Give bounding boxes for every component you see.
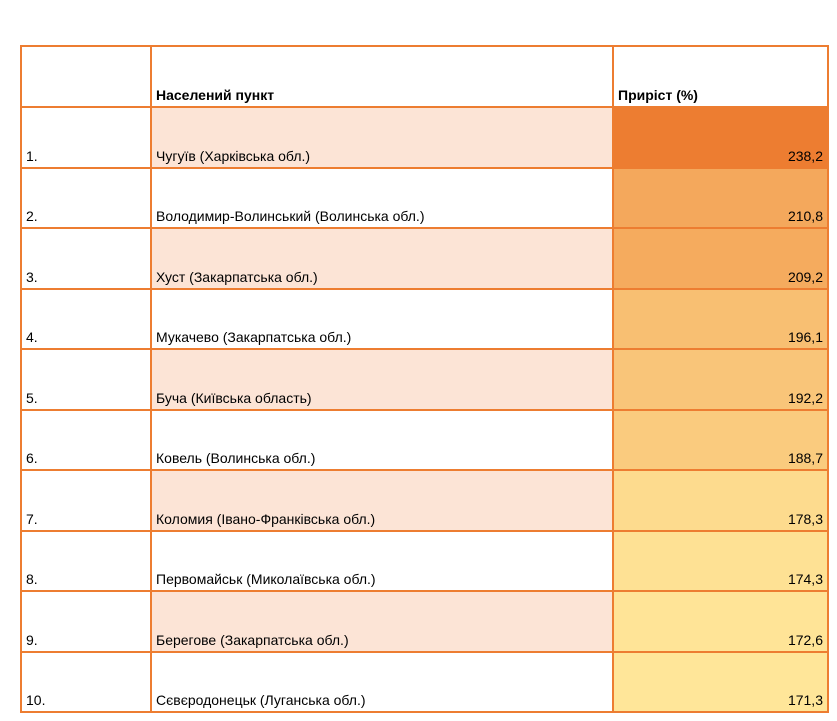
table-row: 3. Хуст (Закарпатська обл.) 209,2 xyxy=(20,227,829,290)
table-row: 10. Сєвєродонецьк (Луганська обл.) 171,3 xyxy=(20,650,829,713)
place-cell: Чугуїв (Харківська обл.) xyxy=(150,106,614,169)
header-cell: Населений пункт xyxy=(150,45,614,108)
place-cell: Берегове (Закарпатська обл.) xyxy=(150,590,614,653)
rank-cell: 6. xyxy=(20,408,152,471)
rank-cell: 1. xyxy=(20,106,152,169)
value-cell: 188,7 xyxy=(612,408,829,471)
rank-cell: 3. xyxy=(20,227,152,290)
table-row: 5. Буча (Київська область) 192,2 xyxy=(20,348,829,411)
value-cell: 178,3 xyxy=(612,469,829,532)
rank-cell: 10. xyxy=(20,650,152,713)
place-cell: Коломия (Івано-Франківська обл.) xyxy=(150,469,614,532)
value-cell: 238,2 xyxy=(612,106,829,169)
rank-cell: 4. xyxy=(20,287,152,350)
rank-cell: 9. xyxy=(20,590,152,653)
table-row: 4. Мукачево (Закарпатська обл.) 196,1 xyxy=(20,287,829,350)
value-cell: 196,1 xyxy=(612,287,829,350)
place-cell: Хуст (Закарпатська обл.) xyxy=(150,227,614,290)
value-cell: 209,2 xyxy=(612,227,829,290)
place-cell: Ковель (Волинська обл.) xyxy=(150,408,614,471)
place-cell: Буча (Київська область) xyxy=(150,348,614,411)
place-cell: Первомайськ (Миколаївська обл.) xyxy=(150,529,614,592)
place-cell: Володимир-Волинський (Волинська обл.) xyxy=(150,166,614,229)
place-cell: Мукачево (Закарпатська обл.) xyxy=(150,287,614,350)
value-cell: 210,8 xyxy=(612,166,829,229)
value-cell: 192,2 xyxy=(612,348,829,411)
table-row: 9. Берегове (Закарпатська обл.) 172,6 xyxy=(20,590,829,653)
rank-cell: 8. xyxy=(20,529,152,592)
value-cell: 174,3 xyxy=(612,529,829,592)
table-row: 2. Володимир-Волинський (Волинська обл.) 2… xyxy=(20,166,829,229)
header-cell xyxy=(20,45,152,108)
table-body: Населений пункт Приріст (%) 1. Чугуїв (Ха… xyxy=(20,45,829,713)
table-row: 6. Ковель (Волинська обл.) 188,7 xyxy=(20,408,829,471)
rank-cell: 7. xyxy=(20,469,152,532)
rank-cell: 5. xyxy=(20,348,152,411)
value-cell: 171,3 xyxy=(612,650,829,713)
table-row: 7. Коломия (Івано-Франківська обл.) 178,3 xyxy=(20,469,829,532)
table-row: 1. Чугуїв (Харківська обл.) 238,2 xyxy=(20,106,829,169)
ranking-table: Населений пункт Приріст (%) 1. Чугуїв (Ха… xyxy=(20,45,829,713)
header-cell: Приріст (%) xyxy=(612,45,829,108)
rank-cell: 2. xyxy=(20,166,152,229)
table-row: 8. Первомайськ (Миколаївська обл.) 174,3 xyxy=(20,529,829,592)
place-cell: Сєвєродонецьк (Луганська обл.) xyxy=(150,650,614,713)
header-row: Населений пункт Приріст (%) xyxy=(20,45,829,108)
value-cell: 172,6 xyxy=(612,590,829,653)
